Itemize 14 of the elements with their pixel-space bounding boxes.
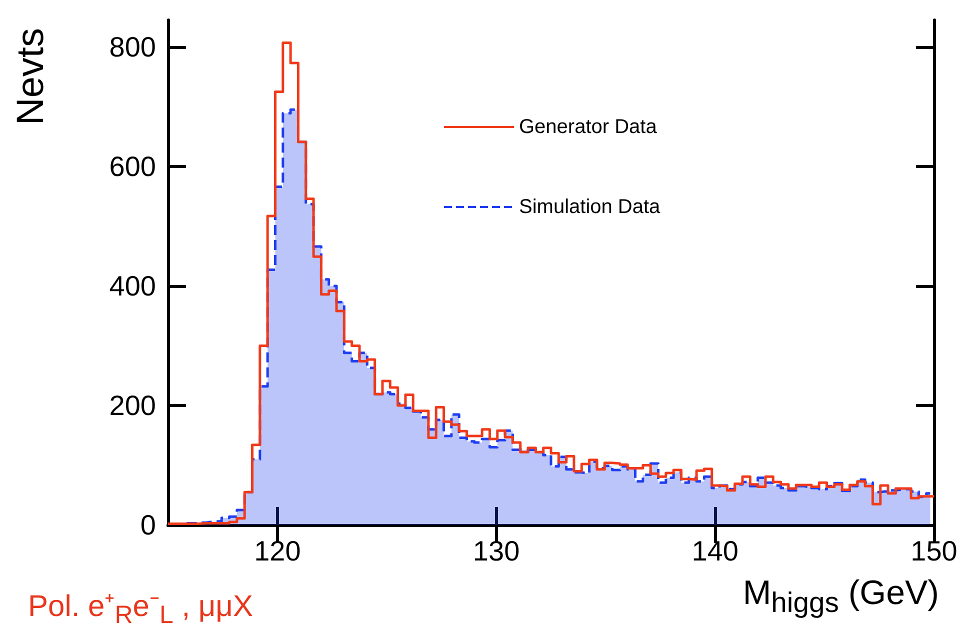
legend-label: Generator Data — [519, 116, 658, 138]
x-tick-label: 120 — [254, 536, 301, 566]
x-tick-label: 130 — [472, 536, 520, 566]
y-tick-label: 0 — [140, 510, 156, 540]
y-tick-label: 800 — [109, 31, 156, 62]
x-axis-title: M$_{higgs}$ (GeV) — [742, 574, 939, 619]
y-axis-title: Nevts — [10, 28, 52, 126]
x-tick-label: 140 — [692, 536, 738, 566]
x-tick-label: 150 — [910, 536, 958, 566]
legend-label: Simulation Data — [519, 196, 662, 218]
y-tick-label: 200 — [109, 390, 156, 421]
text: Pol. e⁺$_{R}$e⁻$_{L}$ , μμX — [28, 590, 253, 629]
y-tick-label: 400 — [109, 270, 156, 302]
y-tick-label: 600 — [109, 150, 156, 182]
